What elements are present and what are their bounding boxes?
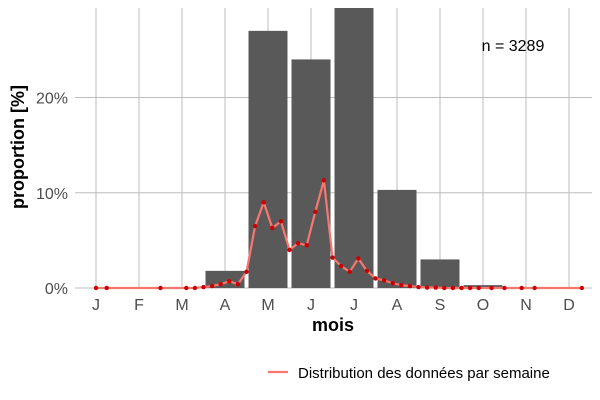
grid-lines — [75, 8, 592, 289]
weekly-point-41 — [532, 285, 537, 291]
bar-7 — [377, 189, 417, 288]
weekly-point-38 — [489, 285, 494, 291]
x-tick-label-7: A — [392, 297, 403, 314]
weekly-point-23 — [356, 256, 361, 261]
x-tick-label-11: D — [563, 297, 575, 314]
sample-size-annotation: n = 3289 — [482, 38, 545, 55]
tick-labels: J F M A M J J A S O N D 0% 10% 20% — [36, 91, 575, 314]
weekly-point-30 — [416, 284, 421, 290]
x-tick-label-9: O — [477, 297, 489, 314]
weekly-point-39 — [502, 285, 507, 291]
weekly-point-10 — [244, 269, 249, 275]
x-tick-label-0: J — [92, 297, 100, 314]
weekly-point-21 — [338, 263, 344, 269]
x-tick-label-3: A — [220, 297, 231, 314]
weekly-point-4 — [192, 285, 198, 291]
weekly-point-19 — [321, 178, 327, 183]
x-tick-label-5: J — [307, 297, 315, 314]
x-tick-label-1: F — [134, 297, 144, 314]
bars — [205, 8, 546, 289]
x-axis-title: mois — [312, 315, 354, 335]
bar-9 — [463, 285, 503, 288]
weekly-point-27 — [390, 281, 395, 286]
weekly-point-40 — [519, 285, 524, 291]
weekly-point-6 — [209, 283, 215, 289]
legend-label: Distribution des données par semaine — [298, 365, 550, 382]
weekly-point-12 — [261, 200, 266, 205]
weekly-point-7 — [218, 281, 223, 287]
bar-4 — [248, 30, 288, 288]
weekly-point-31 — [424, 285, 430, 290]
weekly-point-22 — [347, 269, 352, 275]
weekly-point-15 — [287, 247, 292, 253]
x-tick-label-2: M — [175, 297, 188, 314]
weekly-point-13 — [270, 225, 275, 231]
weekly-point-26 — [381, 278, 387, 283]
weekly-point-0 — [93, 285, 99, 291]
weekly-point-32 — [433, 285, 438, 290]
weekly-point-33 — [442, 285, 447, 291]
weekly-point-29 — [407, 283, 413, 289]
weekly-point-36 — [467, 285, 473, 291]
weekly-point-9 — [235, 281, 241, 287]
y-tick-label-0: 0% — [45, 281, 68, 298]
weekly-point-28 — [399, 282, 404, 288]
bar-5 — [291, 59, 331, 288]
weekly-point-35 — [459, 285, 464, 291]
y-axis-title: proportion [%] — [8, 85, 28, 209]
x-tick-label-4: M — [261, 297, 274, 314]
weekly-point-8 — [227, 279, 232, 284]
weekly-point-3 — [184, 285, 189, 291]
weekly-point-42 — [579, 285, 585, 291]
legend: Distribution des données par semaine — [268, 365, 550, 382]
bar-6 — [334, 8, 374, 288]
weekly-point-25 — [373, 276, 378, 281]
x-tick-label-8: S — [435, 297, 446, 314]
weekly-point-2 — [158, 285, 163, 291]
x-tick-label-6: J — [350, 297, 358, 314]
weekly-line — [93, 178, 585, 291]
weekly-point-1 — [104, 285, 109, 291]
weekly-point-18 — [313, 209, 318, 215]
weekly-point-11 — [252, 223, 258, 229]
weekly-point-14 — [278, 219, 284, 224]
y-tick-label-1: 10% — [36, 186, 68, 203]
weekly-point-5 — [201, 284, 206, 290]
weekly-point-34 — [450, 285, 456, 291]
weekly-point-16 — [295, 241, 301, 246]
y-tick-label-2: 20% — [36, 91, 68, 108]
weekly-point-24 — [364, 268, 370, 274]
weekly-point-17 — [304, 242, 309, 248]
bar-8 — [420, 259, 460, 288]
weekly-point-20 — [330, 255, 335, 260]
x-tick-label-10: N — [520, 297, 532, 314]
weekly-point-37 — [476, 285, 481, 291]
